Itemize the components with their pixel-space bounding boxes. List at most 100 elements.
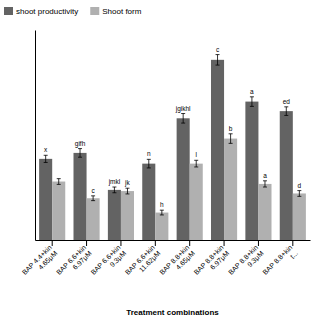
error-bar (216, 55, 220, 66)
error-bar-cap (216, 54, 220, 55)
x-tick-label: BAP 6.6+kin9.3μM (89, 244, 128, 283)
bar-letter-label: b (229, 125, 233, 132)
error-bar-cap (147, 167, 151, 168)
bar-letter-label: jk (124, 179, 130, 187)
chart: BAP 4.4+kin4.65μMBAP 6.6+kin6.97μMBAP 6.… (0, 0, 320, 320)
bar-letter-label: c (91, 187, 95, 194)
error-bar-line (114, 187, 115, 193)
x-tick-label: BAP 4.4+kin4.65μM (21, 244, 60, 283)
x-tick: BAP 6.6+kin11.62μM (124, 240, 163, 282)
bar-letter-label: jgikhl (175, 105, 191, 113)
error-bar-cap (160, 210, 164, 211)
error-bar-cap (229, 133, 233, 134)
error-bar (297, 191, 301, 197)
error-bar-line (264, 181, 265, 187)
x-tick-mark (224, 240, 225, 246)
error-bar-line (127, 188, 128, 194)
legend-item: Shoot form (90, 7, 141, 16)
bar (258, 184, 271, 240)
error-bar-line (286, 107, 287, 116)
error-bar-cap (194, 160, 198, 161)
error-bar-line (196, 160, 197, 167)
plot-area: BAP 4.4+kin4.65μMBAP 6.6+kin6.97μMBAP 6.… (21, 31, 311, 283)
bar-letter-label: gifh (75, 140, 86, 148)
error-bar-cap (194, 166, 198, 167)
bar (74, 153, 87, 240)
bar (224, 139, 237, 240)
x-tick-mark (189, 240, 190, 246)
error-bar-line (80, 149, 81, 158)
error-bar-line (148, 159, 149, 168)
bar-letter-label: a (250, 88, 254, 95)
bar (142, 164, 155, 240)
error-bar (78, 149, 82, 158)
x-tick-label: BAP 8.8+kin6.97μM (193, 244, 232, 283)
x-tick: BAP 8.8+kin9.3μM (227, 240, 266, 282)
series (52, 134, 306, 240)
error-bar-line (217, 55, 218, 66)
error-bar-cap (44, 162, 48, 163)
error-bar (160, 210, 164, 215)
bar-letter-label: c (216, 46, 220, 53)
bar-letter-label: n (147, 150, 151, 157)
legend-label: Shoot form (102, 7, 141, 16)
bar-letter-label: ed (283, 98, 291, 105)
bar-letter-label: x (44, 146, 48, 153)
x-tick-label: BAP 6.6+kin11.62μM (124, 244, 163, 283)
error-bar-cap (229, 143, 233, 144)
x-tick-label: BAP 6.6+kin6.97μM (55, 244, 94, 283)
x-tick-mark (120, 240, 121, 246)
x-tick-label: BAP 8.8+kin4.65μM (158, 244, 197, 283)
error-bar (229, 134, 233, 144)
error-bar-cap (250, 96, 254, 97)
bar-letter-label: jmkl (108, 178, 121, 186)
x-tick: BAP 6.6+kin6.97μM (55, 240, 94, 282)
error-bar-cap (181, 113, 185, 114)
error-bar-cap (147, 159, 151, 160)
error-bar-cap (112, 187, 116, 188)
error-bar-cap (125, 193, 129, 194)
error-bar-line (299, 191, 300, 197)
error-bar (263, 181, 267, 187)
error-bar-cap (160, 214, 164, 215)
legend-label: shoot productivity (16, 7, 78, 16)
error-bar-cap (91, 195, 95, 196)
bar (155, 213, 168, 240)
error-bar-cap (78, 157, 82, 158)
bar (52, 182, 65, 240)
y-axis-line (35, 31, 36, 241)
x-axis-title: Treatment combinations (126, 308, 219, 317)
error-bar-cap (181, 123, 185, 124)
x-axis: BAP 4.4+kin4.65μMBAP 6.6+kin6.97μMBAP 6.… (21, 240, 311, 282)
error-bar (125, 188, 129, 194)
error-bar-cap (250, 106, 254, 107)
bar (280, 111, 293, 240)
x-tick: BAP 8.8+kint... (261, 240, 299, 282)
error-bar-line (183, 114, 184, 124)
legend-item: shoot productivity (4, 7, 78, 16)
error-bar (112, 187, 116, 193)
error-bar-cap (297, 190, 301, 191)
bar (245, 102, 258, 240)
error-bar-cap (112, 192, 116, 193)
x-tick: BAP 8.8+kin4.65μM (158, 240, 197, 282)
error-bar-cap (78, 148, 82, 149)
y-axis (35, 31, 36, 241)
bar (190, 164, 203, 240)
bar (108, 190, 121, 240)
error-bar-line (58, 179, 59, 185)
error-bar-line (161, 210, 162, 215)
error-bar (194, 160, 198, 167)
bar (293, 193, 306, 240)
bar-letter-label: d (298, 182, 302, 189)
legend-swatch (90, 7, 99, 15)
x-tick: BAP 4.4+kin4.65μM (21, 240, 60, 282)
error-bar-cap (57, 184, 61, 185)
bars (39, 55, 306, 240)
error-bar (57, 179, 61, 185)
legend: shoot productivity Shoot form (4, 7, 142, 16)
bar-letter-label: l (195, 151, 197, 158)
error-bar-line (251, 97, 252, 107)
error-bar (284, 107, 288, 116)
error-bar (91, 196, 95, 201)
